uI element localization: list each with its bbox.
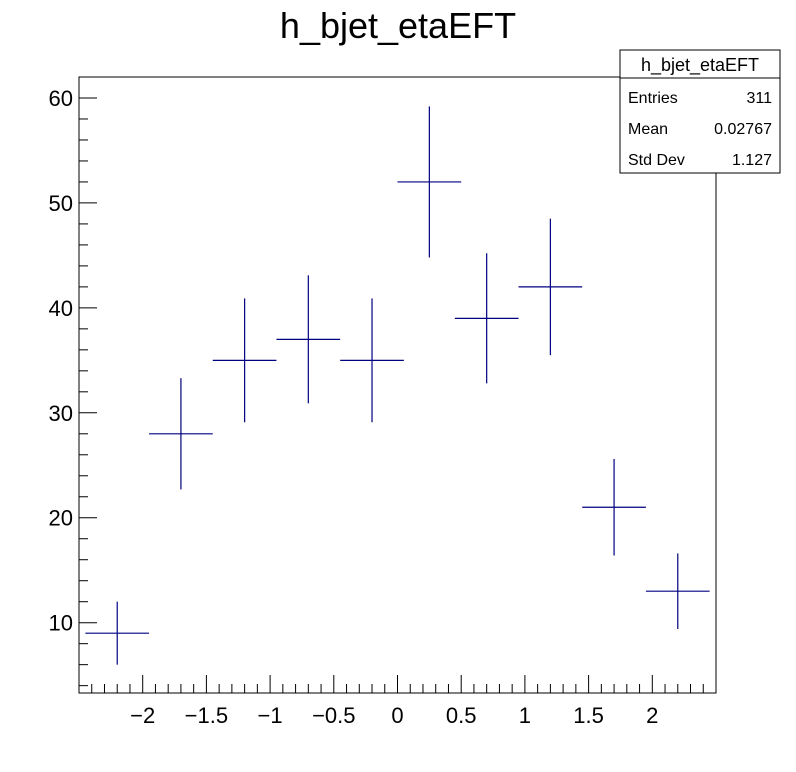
data-point: [85, 601, 150, 665]
x-tick-label: 0.5: [446, 703, 477, 728]
data-point: [454, 253, 519, 384]
stats-mean-value: 0.02767: [714, 121, 772, 138]
y-tick-label: 20: [49, 506, 73, 531]
stats-box-title: h_bjet_etaEFT: [641, 55, 759, 76]
data-point: [276, 275, 341, 404]
data-point: [340, 298, 404, 423]
data-point: [518, 218, 583, 356]
data-point: [645, 553, 710, 629]
stats-box-frame: [619, 49, 781, 174]
data-point: [149, 378, 213, 490]
x-tick-label: −1.5: [185, 703, 228, 728]
stats-mean-label: Mean: [628, 121, 668, 138]
y-tick-label: 50: [49, 191, 73, 216]
data-point: [582, 458, 646, 556]
x-tick-label: −0.5: [312, 703, 355, 728]
y-tick-label: 40: [49, 296, 73, 321]
axes: −2 −1.5 −1 −0.5 0 0.5 1 1.5 2 10 20 30 40 50 60: [49, 76, 717, 728]
y-tick-label: 30: [49, 401, 73, 426]
x-tick-label: 0: [391, 703, 403, 728]
stats-stddev-label: Std Dev: [628, 152, 685, 169]
y-tick-label: 60: [49, 86, 73, 111]
data-points: [85, 106, 710, 665]
chart-title: h_bjet_etaEFT: [280, 5, 516, 46]
stats-box: h_bjet_etaEFT Entries 311 Mean 0.02767 S…: [619, 49, 781, 174]
data-point: [212, 298, 277, 423]
data-point: [397, 106, 462, 258]
x-tick-label: 2: [646, 703, 658, 728]
x-tick-label: 1: [519, 703, 531, 728]
x-tick-label: −2: [130, 703, 155, 728]
stats-stddev-value: 1.127: [732, 152, 772, 169]
x-tick-label: −1: [258, 703, 283, 728]
stats-entries-label: Entries: [628, 90, 678, 107]
x-tick-label: 1.5: [573, 703, 604, 728]
y-tick-label: 10: [49, 611, 73, 636]
stats-entries-value: 311: [746, 90, 772, 107]
